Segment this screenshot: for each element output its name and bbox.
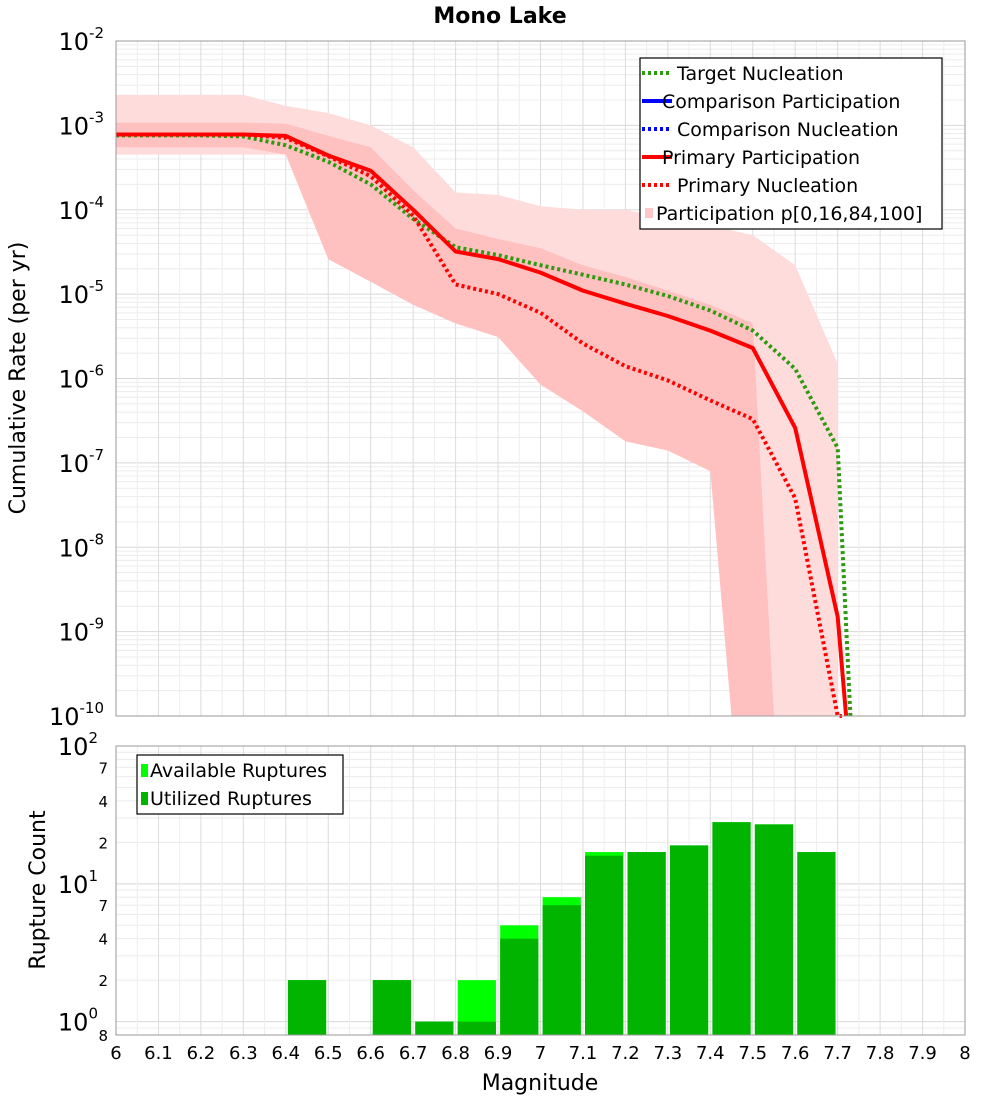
x-tick-label: 7.6	[781, 1043, 810, 1064]
legend-label: Target Nucleation	[676, 63, 844, 85]
x-tick-label: 7.7	[823, 1043, 852, 1064]
top-y-tick-label: 10-10	[49, 699, 104, 731]
top-y-axis-label: Cumulative Rate (per yr)	[6, 242, 31, 515]
bottom-y-tick-label: 8	[98, 1027, 108, 1045]
bottom-y-tick-label: 4	[98, 931, 108, 949]
x-tick-label: 7.5	[738, 1043, 767, 1064]
bar-utilized	[797, 852, 836, 1035]
legend-label: Utilized Ruptures	[150, 788, 312, 810]
bottom-y-tick-label: 101	[58, 867, 98, 899]
top-y-tick-label: 10-8	[58, 530, 104, 562]
legend-swatch	[141, 792, 148, 805]
top-y-tick-label: 10-2	[58, 24, 104, 56]
bottom-y-tick-label: 102	[58, 729, 98, 761]
x-tick-label: 6.7	[399, 1043, 428, 1064]
x-tick-labels: 6 6.1 6.2 6.3 6.4 6.5 6.6 6.7 6.8 6.9 7 7.1 7.2 7.3 7.…	[110, 1043, 970, 1064]
x-tick-label: 6.6	[356, 1043, 385, 1064]
bar-utilized	[712, 822, 751, 1035]
bottom-y-tick-label: 7	[98, 897, 108, 915]
top-legend: Target Nucleation Comparison Participatio…	[639, 57, 943, 230]
x-tick-label: 7.8	[866, 1043, 895, 1064]
x-tick-label: 6.1	[144, 1043, 173, 1064]
legend-swatch	[645, 208, 653, 218]
legend-label: Available Ruptures	[150, 760, 327, 782]
top-y-tick-label: 10-7	[58, 446, 104, 478]
bottom-y-axis-label: Rupture Count	[26, 810, 51, 970]
top-legend-box	[639, 57, 943, 230]
x-tick-label: 6.3	[229, 1043, 258, 1064]
x-tick-label: 7.1	[569, 1043, 598, 1064]
chart-title: Mono Lake	[433, 4, 566, 29]
bar-utilized	[457, 1021, 496, 1035]
bar-utilized	[754, 824, 794, 1035]
x-tick-label: 7.3	[654, 1043, 683, 1064]
x-tick-label: 7.9	[908, 1043, 937, 1064]
legend-label: Comparison Nucleation	[677, 119, 899, 141]
x-tick-label: 8	[959, 1043, 970, 1064]
legend-label: Primary Participation	[662, 147, 860, 169]
bottom-y-tick-label: 2	[98, 834, 108, 852]
legend-label: Participation p[0,16,84,100]	[656, 203, 922, 225]
top-y-tick-label: 10-6	[58, 362, 104, 394]
series-primary-nucleation	[116, 132, 842, 718]
top-y-tick-label: 10-4	[58, 193, 104, 225]
top-y-tick-labels: 10-2 10-3 10-4 10-5 10-6 10-7 10-8 10-9 10-10	[49, 24, 104, 731]
top-y-tick-label: 10-5	[58, 277, 104, 309]
bottom-y-tick-label: 2	[98, 972, 108, 990]
top-plot-frame	[115, 40, 966, 717]
bar-utilized	[415, 1021, 454, 1035]
x-tick-label: 6.5	[314, 1043, 343, 1064]
bottom-y-tick-label: 4	[98, 793, 108, 811]
bottom-y-tick-label: 100	[58, 1005, 98, 1037]
bar-utilized	[372, 980, 412, 1035]
bar-utilized	[585, 855, 624, 1035]
x-axis-label: Magnitude	[482, 1071, 599, 1096]
bottom-legend-box	[136, 754, 344, 815]
x-tick-label: 6.8	[441, 1043, 470, 1064]
bar-utilized	[287, 980, 327, 1035]
x-tick-label: 6.9	[484, 1043, 513, 1064]
x-tick-label: 6.4	[271, 1043, 300, 1064]
top-y-tick-label: 10-9	[58, 615, 104, 647]
bar-utilized	[669, 845, 709, 1035]
legend-swatch	[141, 764, 148, 777]
bottom-legend: Available Ruptures Utilized Ruptures	[136, 754, 344, 815]
top-y-tick-label: 10-3	[58, 108, 104, 140]
x-tick-label: 7.4	[696, 1043, 725, 1064]
band-p0-p100	[116, 94, 838, 716]
bar-utilized	[542, 905, 581, 1035]
bar-utilized	[500, 938, 539, 1035]
bottom-plot-frame	[115, 745, 966, 1036]
rate-lines	[116, 132, 853, 718]
x-tick-label: 7	[535, 1043, 546, 1064]
bottom-y-tick-label: 7	[98, 759, 108, 777]
legend-label: Primary Nucleation	[677, 175, 858, 197]
legend-label: Comparison Participation	[662, 91, 900, 113]
x-tick-label: 7.2	[611, 1043, 640, 1064]
x-tick-label: 6.2	[187, 1043, 216, 1064]
x-tick-label: 6	[110, 1043, 121, 1064]
rupture-bars	[287, 822, 836, 1035]
bar-utilized	[627, 852, 666, 1035]
